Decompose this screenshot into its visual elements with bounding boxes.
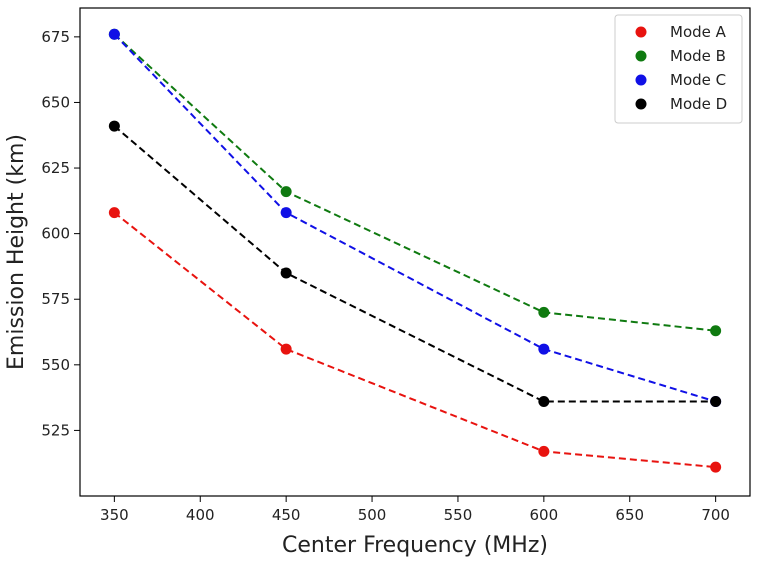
legend-frame [614, 14, 743, 124]
data-point-mode-c [108, 28, 120, 40]
data-point-mode-b [538, 306, 550, 318]
x-tick-label: 650 [615, 506, 644, 524]
data-point-mode-a [280, 343, 292, 355]
y-tick-label: 650 [41, 93, 70, 111]
series-line-mode-a [113, 211, 716, 469]
data-point-mode-b [280, 186, 292, 198]
legend-marker-mode-c [635, 74, 647, 86]
y-axis-title: Emission Height (km) [4, 134, 29, 370]
x-axis-ticks: 350 400 450 500 550 600 650 700 [100, 496, 730, 524]
data-point-mode-c [280, 207, 292, 219]
data-point-mode-c [538, 343, 550, 355]
series-line-mode-b [113, 33, 716, 332]
x-tick-label: 700 [701, 506, 730, 524]
y-tick-label: 625 [41, 159, 70, 177]
data-point-mode-d [710, 396, 722, 408]
series-points [108, 28, 722, 473]
series-line-mode-d [113, 125, 716, 403]
x-tick-label: 400 [186, 506, 215, 524]
legend-label-mode-b: Mode B [670, 47, 726, 65]
legend: Mode A Mode B Mode C Mode D [614, 14, 743, 124]
x-tick-label: 600 [530, 506, 559, 524]
data-point-mode-b [710, 325, 722, 337]
legend-marker-mode-a [635, 26, 647, 38]
y-tick-label: 575 [41, 290, 70, 308]
data-point-mode-d [280, 267, 292, 279]
y-tick-label: 600 [41, 225, 70, 243]
x-tick-label: 350 [100, 506, 129, 524]
legend-label-mode-d: Mode D [670, 95, 727, 113]
legend-label-mode-a: Mode A [670, 23, 727, 41]
y-tick-label: 525 [41, 421, 70, 439]
x-axis-title: Center Frequency (MHz) [282, 533, 548, 558]
x-tick-label: 450 [272, 506, 301, 524]
data-point-mode-d [538, 396, 550, 408]
data-point-mode-a [710, 461, 722, 473]
y-tick-label: 675 [41, 28, 70, 46]
y-tick-label: 550 [41, 356, 70, 374]
x-tick-label: 550 [444, 506, 473, 524]
legend-label-mode-c: Mode C [670, 71, 726, 89]
legend-marker-mode-d [635, 98, 647, 110]
y-axis-ticks: 525 550 575 600 625 650 675 [41, 28, 80, 439]
data-point-mode-a [538, 445, 550, 457]
data-point-mode-a [108, 207, 120, 219]
series-line-mode-c [113, 33, 716, 403]
plot-frame [79, 7, 751, 497]
legend-marker-mode-b [635, 50, 647, 62]
x-tick-label: 500 [358, 506, 387, 524]
data-point-mode-d [108, 120, 120, 132]
series-lines [113, 33, 716, 469]
